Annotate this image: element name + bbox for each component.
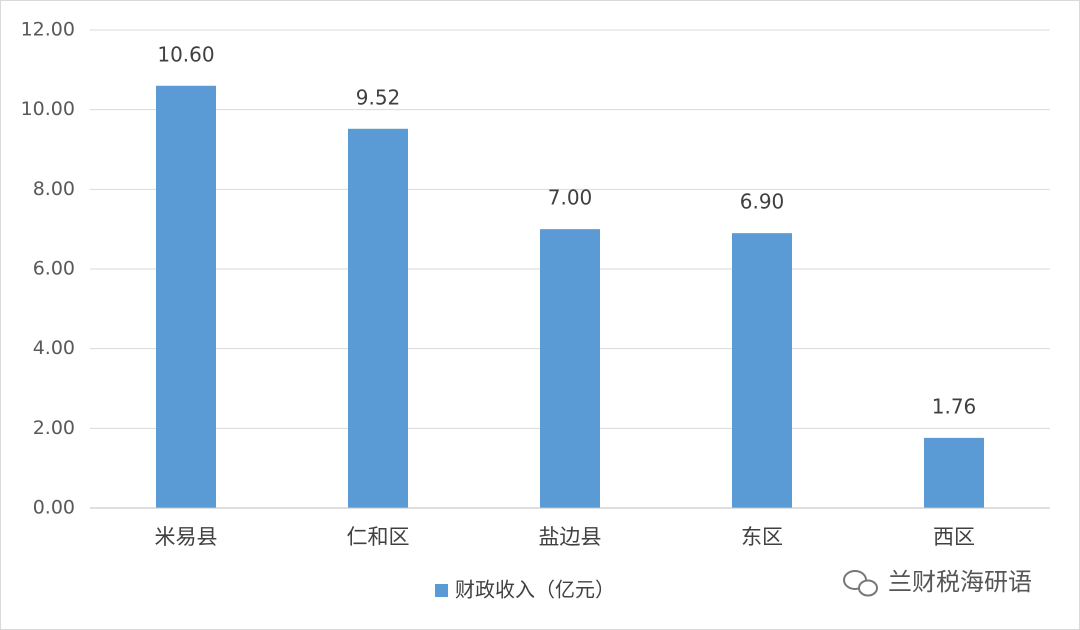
x-tick-label: 盐边县 — [539, 525, 602, 549]
x-tick-label: 东区 — [741, 525, 783, 549]
bar — [348, 128, 408, 508]
y-tick-label: 6.00 — [33, 258, 75, 280]
y-tick-label: 12.00 — [21, 19, 75, 41]
y-tick-label: 8.00 — [33, 178, 75, 200]
legend-label: 财政收入（亿元） — [455, 578, 615, 602]
bar — [540, 229, 600, 508]
value-label: 10.60 — [157, 42, 214, 66]
bar — [924, 437, 984, 508]
x-tick-label: 仁和区 — [347, 525, 410, 549]
y-tick-label: 2.00 — [33, 417, 75, 439]
y-tick-label: 10.00 — [21, 98, 75, 120]
value-label: 9.52 — [356, 85, 401, 109]
y-tick-label: 4.00 — [33, 337, 75, 359]
y-tick-label: 0.00 — [33, 497, 75, 519]
x-tick-label: 西区 — [933, 525, 975, 549]
value-label: 1.76 — [932, 394, 977, 418]
value-label: 7.00 — [548, 186, 593, 210]
legend-swatch — [435, 584, 448, 597]
watermark: 兰财税海研语 — [888, 568, 1032, 596]
wechat-icon — [843, 570, 878, 597]
value-label: 6.90 — [740, 190, 785, 214]
bar — [156, 85, 216, 509]
x-tick-label: 米易县 — [155, 525, 218, 549]
bar — [732, 233, 792, 508]
